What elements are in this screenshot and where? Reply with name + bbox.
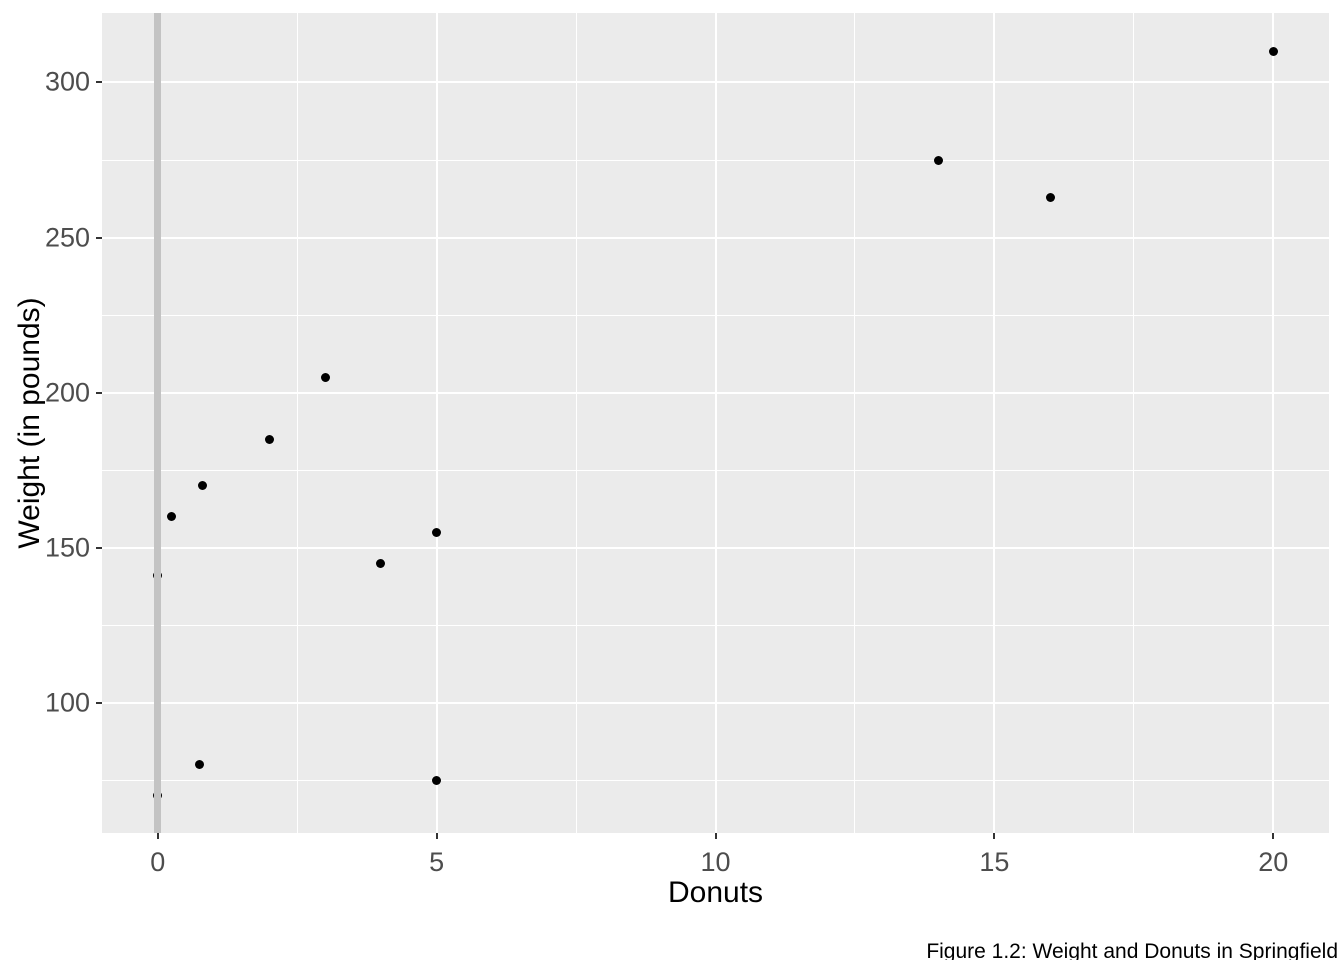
x-tick-label: 15 xyxy=(979,847,1010,877)
x-tick-label: 10 xyxy=(700,847,731,877)
y-tick-mark xyxy=(96,81,102,84)
reference-vline xyxy=(154,13,162,833)
x-tick-mark xyxy=(714,833,717,839)
y-tick-label: 300 xyxy=(44,66,90,97)
data-point xyxy=(432,527,442,537)
y-tick-label: 200 xyxy=(44,377,90,408)
data-point xyxy=(934,155,944,165)
data-point xyxy=(195,760,205,770)
x-major-gridline xyxy=(714,13,717,833)
x-minor-gridline xyxy=(575,13,577,833)
y-major-gridline xyxy=(102,236,1329,239)
y-axis-title: Weight (in pounds) xyxy=(13,297,46,549)
x-tick-mark xyxy=(156,833,159,839)
data-point xyxy=(1268,46,1278,56)
data-point xyxy=(432,775,442,785)
data-point xyxy=(1045,192,1055,202)
y-tick-mark xyxy=(96,236,102,239)
plot-panel xyxy=(102,13,1329,833)
y-tick-label: 100 xyxy=(44,687,90,718)
y-major-gridline xyxy=(102,81,1329,84)
x-major-gridline xyxy=(993,13,996,833)
x-tick-label: 20 xyxy=(1258,847,1289,877)
y-tick-mark xyxy=(96,546,102,549)
x-tick-mark xyxy=(435,833,438,839)
data-point xyxy=(320,372,330,382)
x-minor-gridline xyxy=(1133,13,1135,833)
x-minor-gridline xyxy=(854,13,856,833)
y-major-gridline xyxy=(102,391,1329,394)
data-point xyxy=(167,512,177,522)
data-point xyxy=(197,481,207,491)
y-major-gridline xyxy=(102,546,1329,549)
x-tick-label: 0 xyxy=(150,847,166,877)
figure-caption: Figure 1.2: Weight and Donuts in Springf… xyxy=(926,940,1338,960)
data-point xyxy=(376,558,386,568)
x-minor-gridline xyxy=(296,13,298,833)
x-tick-mark xyxy=(993,833,996,839)
y-tick-mark xyxy=(96,701,102,704)
y-major-gridline xyxy=(102,701,1329,704)
x-major-gridline xyxy=(1272,13,1275,833)
x-tick-mark xyxy=(1272,833,1275,839)
x-tick-label: 5 xyxy=(429,847,445,877)
x-axis-title: Donuts xyxy=(667,876,764,909)
y-tick-label: 150 xyxy=(44,532,90,563)
y-tick-label: 250 xyxy=(44,222,90,253)
x-major-gridline xyxy=(435,13,438,833)
y-tick-mark xyxy=(96,391,102,394)
data-point xyxy=(264,434,274,444)
